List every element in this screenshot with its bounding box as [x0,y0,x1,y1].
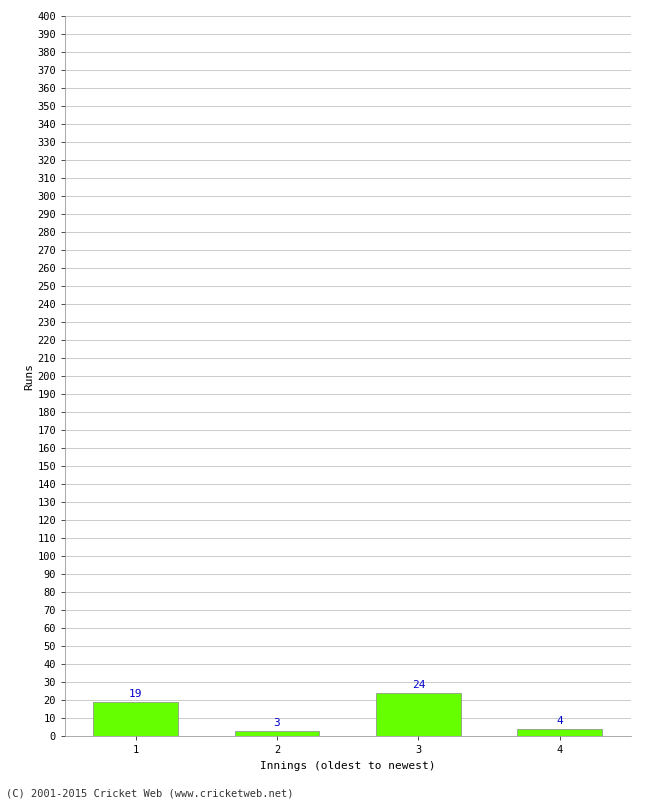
Text: 3: 3 [274,718,280,728]
Bar [94,702,178,736]
Text: (C) 2001-2015 Cricket Web (www.cricketweb.net): (C) 2001-2015 Cricket Web (www.cricketwe… [6,789,294,798]
X-axis label: Innings (oldest to newest): Innings (oldest to newest) [260,761,436,770]
Bar [235,730,319,736]
Y-axis label: Runs: Runs [25,362,34,390]
Text: 24: 24 [411,680,425,690]
Bar [517,729,602,736]
Bar [376,693,461,736]
Text: 19: 19 [129,689,142,699]
Text: 4: 4 [556,716,563,726]
